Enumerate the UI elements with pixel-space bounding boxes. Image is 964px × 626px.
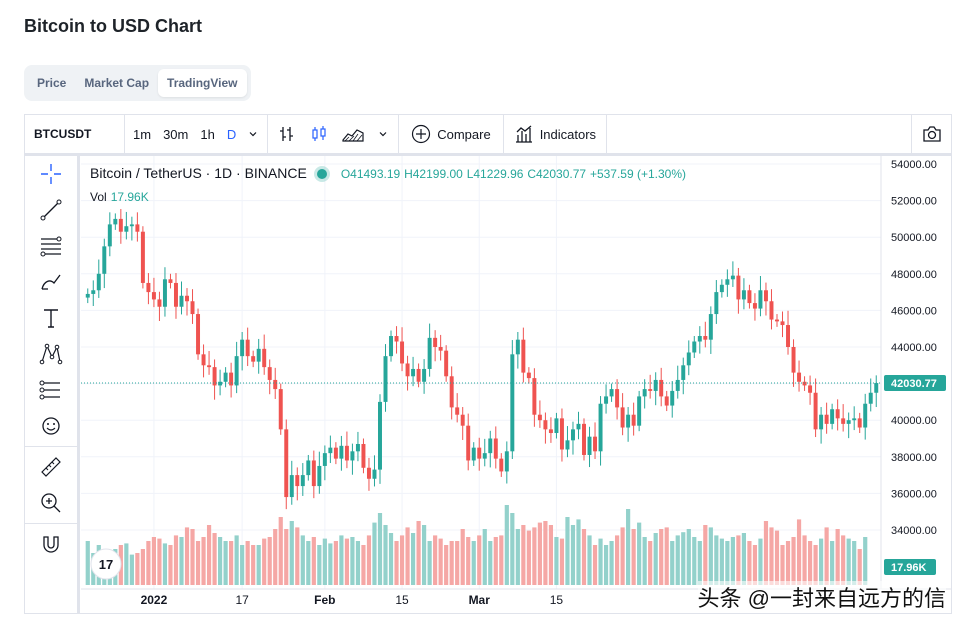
snapshot-button[interactable] (911, 115, 951, 153)
chart-widget-frame (24, 114, 952, 614)
chart-type-tabs: Price Market Cap TradingView (24, 65, 251, 101)
ruler-tool[interactable] (25, 449, 77, 485)
tab-tradingview[interactable]: TradingView (158, 69, 247, 97)
candles-style-icon[interactable] (310, 125, 328, 143)
legend-change: +537.59 (+1.30%) (589, 167, 687, 181)
compare-button[interactable]: Compare (399, 115, 504, 153)
legend-symbol: Bitcoin / TetherUS · 1D · BINANCE (90, 165, 307, 181)
text-tool[interactable] (25, 300, 77, 336)
chevron-down-icon[interactable] (248, 129, 258, 139)
interval-1h[interactable]: 1h (200, 126, 215, 142)
emoji-tool[interactable] (25, 408, 77, 444)
chevron-down-icon[interactable] (378, 129, 388, 139)
chart-toolbar: BTCUSDT 1m 30m 1h D Compare Indicators (25, 115, 951, 156)
vol-label: Vol (90, 190, 107, 204)
zoom-tool[interactable] (25, 485, 77, 521)
indicators-icon (515, 125, 532, 143)
chart-legend: Bitcoin / TetherUS · 1D · BINANCE O41493.… (90, 165, 686, 181)
camera-icon (922, 126, 941, 142)
trend-line-icon (40, 199, 62, 221)
bars-style-icon[interactable] (278, 125, 296, 143)
interval-d[interactable]: D (226, 126, 237, 142)
measure-lines-tool[interactable] (25, 372, 77, 408)
brush-icon (41, 274, 61, 290)
watermark-text: 头条 @一封来自远方的信 (697, 581, 946, 613)
indicators-button[interactable]: Indicators (504, 115, 608, 153)
magnet-tool[interactable] (25, 526, 77, 562)
volume-legend: Vol 17.96K (90, 190, 149, 204)
fib-icon (40, 236, 62, 257)
pattern-icon (39, 343, 63, 365)
crosshair-tool[interactable] (25, 156, 77, 192)
measure-lines-icon (39, 380, 60, 400)
area-style-icon[interactable] (342, 125, 364, 143)
fib-tool[interactable] (25, 228, 77, 264)
crosshair-icon (41, 164, 61, 184)
magnet-icon (43, 536, 59, 553)
drawing-toolbar (25, 156, 80, 613)
page-title: Bitcoin to USD Chart (24, 16, 202, 36)
legend-low: L41229.96 (466, 167, 524, 181)
legend-high: H42199.00 (404, 167, 463, 181)
interval-1m[interactable]: 1m (133, 126, 152, 142)
trend-line-tool[interactable] (25, 192, 77, 228)
tab-price[interactable]: Price (37, 76, 67, 90)
interval-30m[interactable]: 30m (163, 126, 189, 142)
text-icon (44, 309, 58, 328)
market-status-icon (316, 169, 327, 180)
zoom-in-icon (41, 493, 61, 513)
tab-market-cap[interactable]: Market Cap (84, 76, 150, 90)
legend-open: O41493.19 (340, 167, 401, 181)
compare-label: Compare (437, 126, 491, 142)
vol-value: 17.96K (110, 190, 149, 204)
pattern-tool[interactable] (25, 336, 77, 372)
ruler-icon (41, 457, 61, 477)
symbol-search-button[interactable]: BTCUSDT (25, 115, 125, 153)
toolbar-divider (25, 523, 77, 524)
legend-close: C42030.77 (527, 167, 587, 181)
chart-style-group (268, 115, 400, 153)
toolbar-divider (25, 446, 77, 447)
indicators-label: Indicators (539, 126, 597, 142)
plus-circle-icon (412, 124, 431, 144)
brush-tool[interactable] (25, 264, 77, 300)
emoji-icon (42, 417, 60, 435)
interval-group: 1m 30m 1h D (125, 115, 269, 153)
